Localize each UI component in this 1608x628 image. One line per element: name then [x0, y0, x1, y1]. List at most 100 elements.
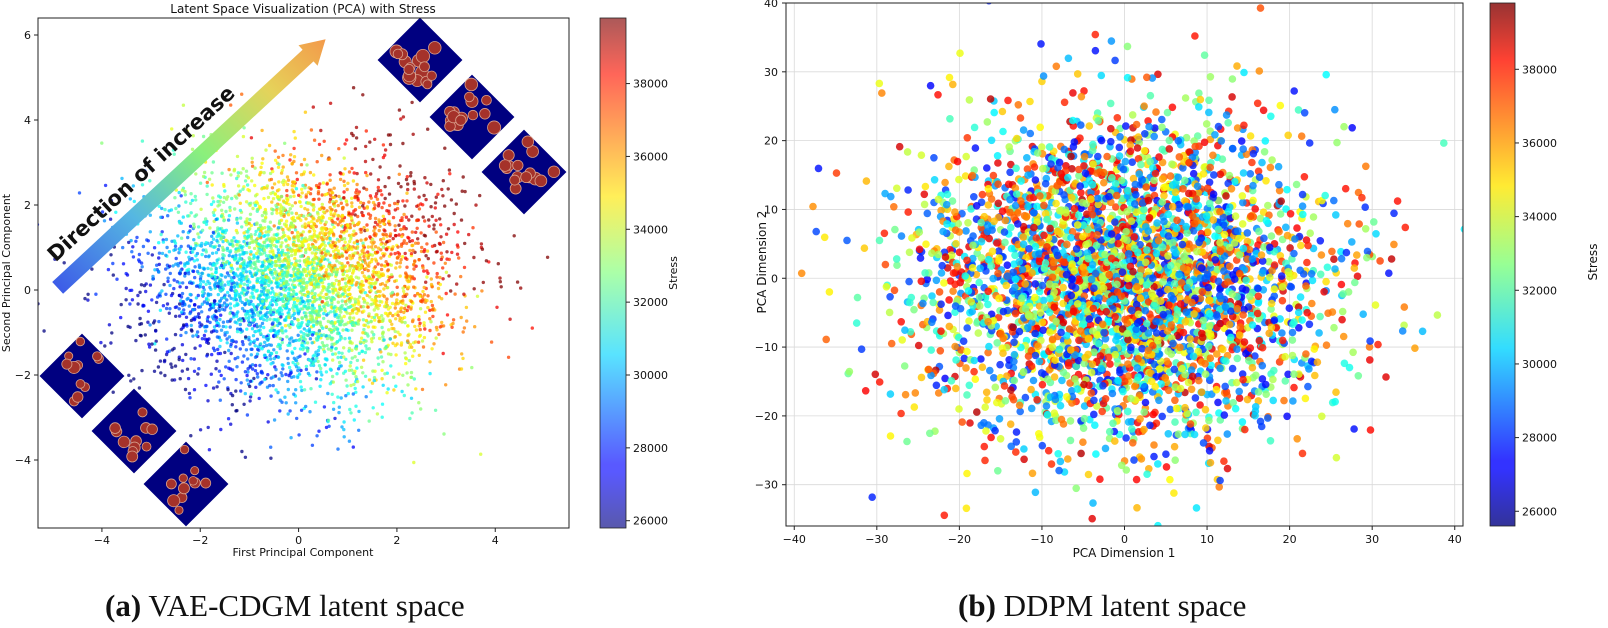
- left-scatter-point: [379, 350, 383, 354]
- left-scatter-point: [248, 212, 253, 216]
- left-scatter-point: [348, 315, 352, 320]
- inset-background: [91, 388, 177, 474]
- left-scatter-point: [246, 188, 250, 192]
- left-scatter-point: [307, 237, 311, 242]
- left-scatter-point: [381, 383, 385, 387]
- left-scatter-point: [339, 396, 343, 400]
- left-scatter-point: [393, 208, 397, 212]
- left-scatter-point: [410, 230, 414, 234]
- left-scatter-point: [153, 342, 157, 346]
- left-scatter-point: [380, 415, 384, 419]
- left-scatter-point: [173, 332, 178, 337]
- left-scatter-point: [311, 208, 316, 212]
- left-scatter-point: [417, 207, 422, 211]
- left-scatter-point: [452, 222, 456, 227]
- left-scatter-point: [380, 402, 385, 406]
- left-scatter-point: [293, 252, 297, 257]
- left-scatter-point: [327, 424, 331, 428]
- left-scatter-point: [186, 244, 191, 248]
- left-scatter-point: [269, 270, 273, 275]
- left-scatter-point: [248, 203, 252, 208]
- left-scatter-point: [324, 302, 328, 307]
- left-scatter-point: [372, 233, 376, 237]
- left-scatter-point: [249, 392, 253, 396]
- left-scatter-point: [249, 295, 253, 299]
- left-scatter-point: [237, 193, 241, 197]
- left-scatter-point: [179, 194, 183, 198]
- left-scatter-point: [109, 253, 113, 257]
- left-scatter-point: [312, 138, 317, 142]
- left-scatter-point: [128, 302, 132, 306]
- left-scatter-point: [375, 197, 380, 201]
- left-scatter-point: [360, 283, 364, 287]
- left-scatter-point: [397, 372, 401, 376]
- left-scatter-point: [433, 201, 438, 205]
- left-scatter-point: [317, 273, 321, 277]
- left-scatter-point: [339, 310, 343, 314]
- left-scatter-point: [294, 211, 299, 216]
- left-scatter-point: [319, 278, 324, 282]
- left-scatter-point: [255, 208, 260, 212]
- left-scatter-point: [301, 230, 305, 234]
- left-scatter-point: [424, 280, 428, 284]
- left-scatter-point: [276, 155, 281, 159]
- left-scatter-point: [273, 334, 278, 338]
- left-scatter-point: [171, 148, 176, 152]
- right-scatter-point: [857, 345, 866, 354]
- left-scatter-point: [333, 352, 338, 356]
- left-scatter-point: [172, 152, 176, 156]
- left-scatter-point: [233, 296, 237, 300]
- left-scatter-point: [326, 347, 331, 351]
- left-scatter-point: [283, 324, 288, 328]
- left-scatter-point: [298, 347, 303, 351]
- right-scatter-point: [1310, 345, 1319, 353]
- left-scatter-point: [306, 302, 311, 306]
- left-scatter-point: [389, 294, 394, 298]
- left-scatter-point: [213, 299, 217, 303]
- left-scatter-point: [401, 294, 405, 299]
- left-scatter-point: [180, 291, 185, 296]
- left-scatter-point: [366, 325, 371, 329]
- left-scatter-point: [427, 218, 431, 222]
- left-scatter-point: [508, 317, 512, 321]
- left-scatter-point: [299, 218, 303, 222]
- left-scatter-point: [313, 400, 318, 404]
- left-scatter-point: [339, 294, 343, 298]
- left-scatter-point: [239, 291, 244, 295]
- left-scatter-point: [192, 225, 196, 229]
- left-scatter-point: [239, 381, 243, 385]
- left-scatter-point: [253, 355, 258, 359]
- left-colorbar-tick-label: 34000: [633, 223, 668, 236]
- left-scatter-point: [86, 298, 90, 302]
- left-scatter-point: [135, 235, 139, 240]
- left-scatter-point: [306, 190, 311, 194]
- left-scatter-point: [369, 172, 373, 176]
- right-scatter-point: [987, 433, 995, 442]
- right-scatter-point: [971, 375, 980, 384]
- left-scatter-point: [128, 197, 132, 201]
- left-scatter-point: [248, 217, 252, 222]
- left-scatter-point: [304, 311, 308, 315]
- left-scatter-point: [328, 227, 332, 232]
- left-scatter-point: [157, 241, 161, 245]
- left-scatter-point: [329, 348, 333, 352]
- left-scatter-point: [236, 274, 240, 278]
- left-scatter-point: [471, 226, 475, 230]
- left-scatter-point: [150, 253, 154, 257]
- left-scatter-point: [292, 375, 296, 379]
- left-scatter-point: [422, 233, 426, 237]
- left-scatter-point: [444, 383, 448, 387]
- left-scatter-point: [214, 266, 218, 271]
- left-scatter-point: [250, 291, 254, 295]
- left-scatter-point: [255, 352, 260, 356]
- left-scatter-point: [265, 358, 269, 362]
- left-scatter-point: [472, 255, 476, 260]
- left-scatter-point: [263, 207, 268, 212]
- right-scatter-point: [922, 240, 930, 248]
- left-scatter-point: [321, 256, 325, 260]
- left-scatter-point: [362, 251, 367, 255]
- left-scatter-point: [228, 311, 232, 316]
- left-scatter-point: [344, 281, 348, 285]
- left-scatter-point: [444, 291, 448, 296]
- left-scatter-point: [450, 250, 454, 255]
